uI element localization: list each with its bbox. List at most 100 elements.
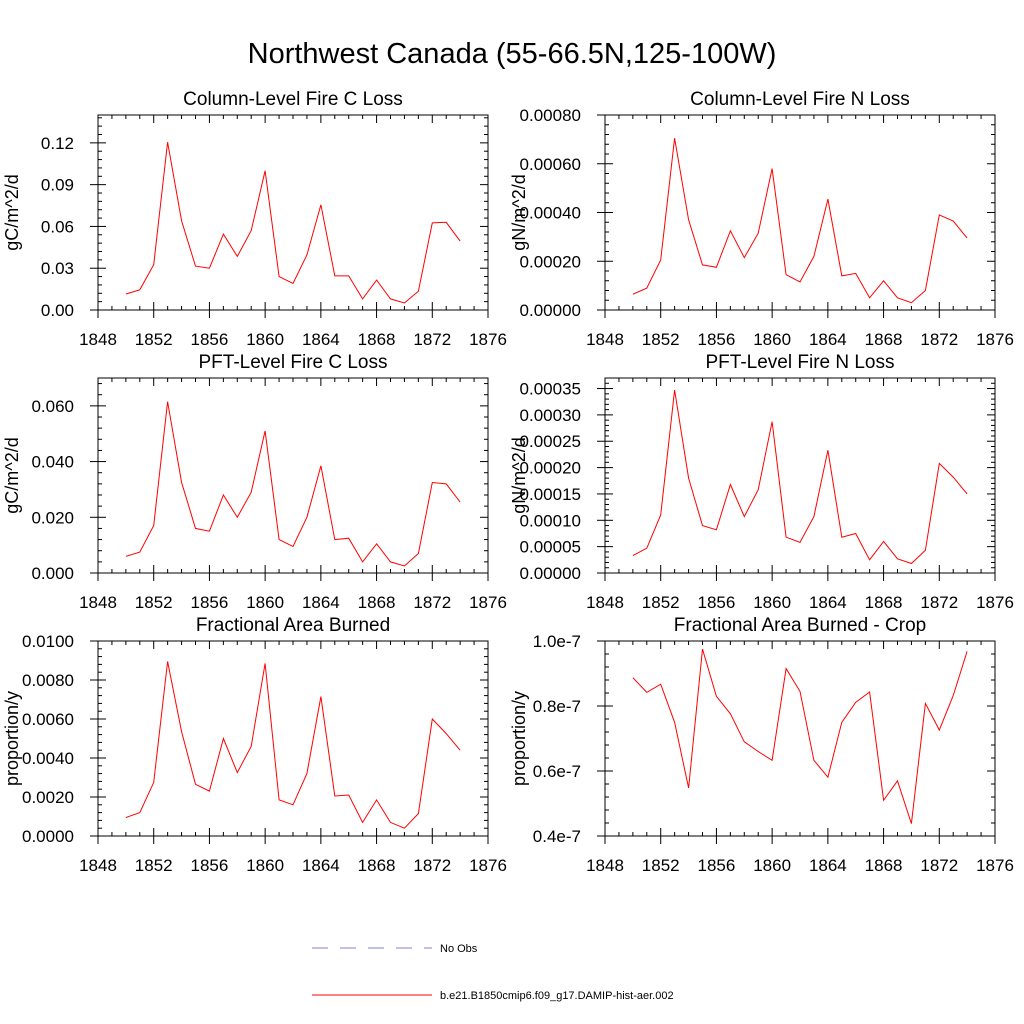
chart-title: Column-Level Fire N Loss — [690, 89, 910, 110]
x-tick-label: 1864 — [809, 330, 847, 349]
x-tick-label: 1872 — [413, 593, 451, 612]
y-tick-label: 0.06 — [41, 217, 74, 236]
legend-label: No Obs — [440, 943, 478, 955]
x-tick-label: 1856 — [698, 593, 736, 612]
x-tick-label: 1864 — [302, 856, 340, 875]
x-tick-label: 1848 — [79, 856, 117, 875]
y-tick-label: 0.00000 — [520, 564, 581, 583]
chart-title: Column-Level Fire C Loss — [183, 89, 403, 110]
x-tick-label: 1848 — [586, 330, 624, 349]
x-tick-label: 1852 — [642, 330, 680, 349]
x-tick-label: 1852 — [642, 856, 680, 875]
legend-label: b.e21.B1850cmip6.f09_g17.DAMIP-hist-aer.… — [440, 990, 674, 1002]
y-tick-label: 0.12 — [41, 134, 74, 153]
y-tick-label: 0.00035 — [520, 380, 581, 399]
x-tick-label: 1876 — [469, 330, 507, 349]
x-tick-label: 1860 — [246, 856, 284, 875]
series-line — [632, 648, 968, 824]
chart-panel-5: 1848 1852 1856 1860 1864 1868 1872 1876 0.0000 0.… — [2, 615, 507, 875]
x-tick-label: 1876 — [976, 330, 1014, 349]
x-tick-label: 1856 — [191, 856, 229, 875]
chart-title: PFT-Level Fire C Loss — [199, 352, 388, 373]
y-tick-label: 0.0100 — [22, 632, 74, 651]
x-tick-label: 1848 — [586, 856, 624, 875]
x-tick-label: 1868 — [358, 856, 396, 875]
page-title: Northwest Canada (55-66.5N,125-100W) — [247, 38, 777, 70]
y-axis-label: proportion/y — [509, 691, 529, 786]
y-tick-label: 0.060 — [31, 397, 74, 416]
x-tick-label: 1856 — [191, 593, 229, 612]
y-tick-label: 0.040 — [31, 453, 74, 472]
x-tick-label: 1852 — [135, 593, 173, 612]
y-tick-label: 0.00030 — [520, 406, 581, 425]
x-tick-label: 1860 — [753, 593, 791, 612]
x-tick-label: 1868 — [865, 330, 903, 349]
x-tick-label: 1864 — [302, 330, 340, 349]
x-tick-label: 1872 — [920, 856, 958, 875]
x-tick-label: 1876 — [976, 856, 1014, 875]
y-tick-label: 0.00005 — [520, 538, 581, 557]
chart-panel-6: 1848 1852 1856 1860 1864 1868 1872 1876 0.4e-7 0.… — [509, 615, 1014, 875]
y-tick-label: 0.00060 — [520, 155, 581, 174]
y-tick-label: 0.00 — [41, 301, 74, 320]
y-tick-label: 0.00080 — [520, 106, 581, 125]
x-tick-label: 1872 — [920, 593, 958, 612]
chart-panel-3: 1848 1852 1856 1860 1864 1868 1872 1876 0.000 0.0… — [2, 352, 507, 612]
plot-frame — [97, 114, 489, 311]
y-tick-label: 0.00000 — [520, 301, 581, 320]
legend: No Obs b.e21.B1850cmip6.f09_g17.DAMIP-his… — [312, 943, 674, 1002]
chart-panel-4: 1848 1852 1856 1860 1864 1868 1872 1876 0.00000 0… — [509, 352, 1014, 612]
y-tick-label: 0.4e-7 — [533, 827, 581, 846]
x-tick-label: 1860 — [246, 593, 284, 612]
plot-frame — [604, 114, 996, 311]
x-tick-label: 1868 — [358, 330, 396, 349]
series-line — [632, 138, 968, 304]
y-tick-label: 1.0e-7 — [533, 632, 581, 651]
y-tick-label: 0.000 — [31, 564, 74, 583]
plot-frame — [604, 377, 996, 574]
x-tick-label: 1860 — [246, 330, 284, 349]
y-tick-label: 0.00010 — [520, 511, 581, 530]
chart-panel-1: 1848 1852 1856 1860 1864 1868 1872 1876 0.00 0.03… — [2, 89, 507, 349]
y-tick-label: 0.03 — [41, 259, 74, 278]
y-axis-label: gN/m^2/d — [509, 174, 529, 250]
x-tick-label: 1868 — [865, 593, 903, 612]
y-tick-label: 0.09 — [41, 176, 74, 195]
x-tick-label: 1852 — [135, 330, 173, 349]
x-tick-label: 1864 — [302, 593, 340, 612]
y-tick-label: 0.00025 — [520, 432, 581, 451]
y-axis-label: gC/m^2/d — [2, 174, 22, 250]
y-tick-label: 0.0000 — [22, 827, 74, 846]
x-tick-label: 1852 — [135, 856, 173, 875]
y-tick-label: 0.6e-7 — [533, 762, 581, 781]
x-tick-label: 1852 — [642, 593, 680, 612]
y-tick-label: 0.0040 — [22, 749, 74, 768]
x-tick-label: 1876 — [469, 856, 507, 875]
x-tick-label: 1876 — [976, 593, 1014, 612]
series-line — [632, 390, 968, 565]
series-line — [125, 661, 461, 829]
chart-title: Fractional Area Burned — [196, 615, 390, 636]
y-tick-label: 0.8e-7 — [533, 697, 581, 716]
x-tick-label: 1860 — [753, 856, 791, 875]
series-line — [125, 142, 461, 304]
plot-frame — [604, 640, 996, 837]
y-axis-label: gN/m^2/d — [509, 437, 529, 513]
y-tick-label: 0.0080 — [22, 671, 74, 690]
plot-frame — [97, 377, 489, 574]
series-line — [125, 401, 461, 567]
x-tick-label: 1868 — [358, 593, 396, 612]
chart-panel-2: 1848 1852 1856 1860 1864 1868 1872 1876 0.00000 0… — [509, 89, 1014, 349]
x-tick-label: 1856 — [191, 330, 229, 349]
x-tick-label: 1848 — [79, 593, 117, 612]
x-tick-label: 1848 — [79, 330, 117, 349]
x-tick-label: 1872 — [413, 856, 451, 875]
x-tick-label: 1864 — [809, 856, 847, 875]
x-tick-label: 1860 — [753, 330, 791, 349]
x-tick-label: 1848 — [586, 593, 624, 612]
y-tick-label: 0.0060 — [22, 710, 74, 729]
x-tick-label: 1872 — [920, 330, 958, 349]
x-tick-label: 1856 — [698, 856, 736, 875]
y-tick-label: 0.00040 — [520, 204, 581, 223]
